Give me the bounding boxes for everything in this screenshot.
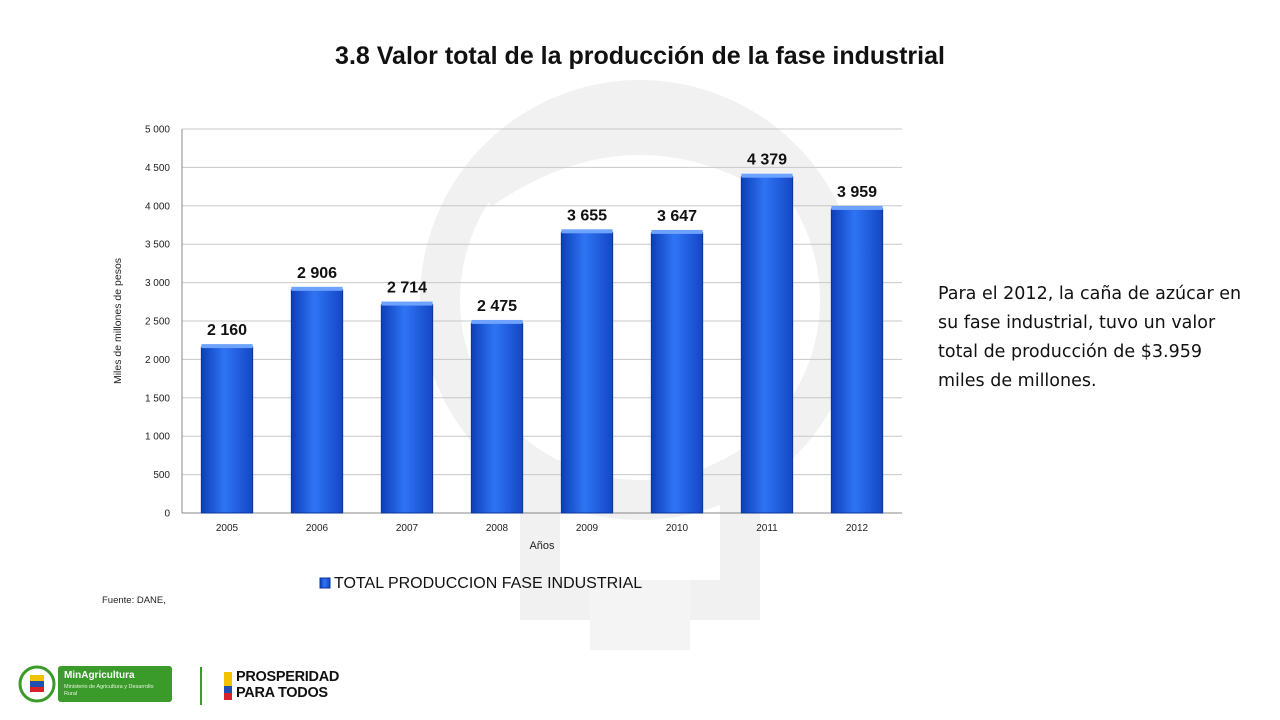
data-label: 2 714 xyxy=(387,280,427,297)
y-axis-title: Miles de millones de pesos xyxy=(112,258,124,384)
bar-top-2012 xyxy=(831,205,883,210)
y-tick-label: 1 500 xyxy=(145,393,170,404)
bar-top-2007 xyxy=(381,301,433,306)
y-tick-label: 3 500 xyxy=(145,240,170,251)
y-tick-label: 3 000 xyxy=(145,278,170,289)
x-tick-label: 2008 xyxy=(486,523,509,534)
x-tick-label: 2006 xyxy=(306,523,329,534)
data-label: 3 959 xyxy=(837,184,877,201)
legend-swatch xyxy=(319,577,331,589)
colombia-coat-of-arms-icon xyxy=(18,665,56,703)
x-tick-label: 2007 xyxy=(396,523,419,534)
bar-2009 xyxy=(560,231,614,514)
y-tick-label: 1 000 xyxy=(145,432,170,443)
y-tick-label: 4 500 xyxy=(145,163,170,174)
bar-top-2011 xyxy=(741,173,793,178)
y-tick-label: 0 xyxy=(164,509,170,520)
x-tick-label: 2005 xyxy=(216,523,239,534)
y-tick-label: 2 500 xyxy=(145,317,170,328)
bar-2012 xyxy=(830,208,884,514)
footer-divider xyxy=(200,667,202,705)
x-axis-title: Años xyxy=(529,540,555,552)
data-label: 3 655 xyxy=(567,207,607,224)
bar-top-2006 xyxy=(291,286,343,291)
data-label: 2 906 xyxy=(297,265,337,282)
y-tick-label: 500 xyxy=(153,470,170,481)
bar-2006 xyxy=(290,289,344,514)
bar-2007 xyxy=(380,304,434,514)
y-tick-label: 2 000 xyxy=(145,355,170,366)
bar-top-2010 xyxy=(651,229,703,234)
ministry-logo: MinAgricultura Ministerio de Agricultura… xyxy=(58,666,172,702)
data-label: 2 160 xyxy=(207,322,247,339)
bar-top-2005 xyxy=(201,344,253,349)
summary-text: Para el 2012, la caña de azúcar en su fa… xyxy=(938,284,1242,391)
footer-logos: MinAgricultura Ministerio de Agricultura… xyxy=(0,655,400,715)
slogan-line-2: PARA TODOS xyxy=(236,685,328,701)
x-tick-label: 2009 xyxy=(576,523,599,534)
ministry-name: MinAgricultura xyxy=(64,670,135,681)
x-tick-label: 2011 xyxy=(756,523,778,534)
bar-2008 xyxy=(470,322,524,514)
bar-2005 xyxy=(200,346,254,514)
page-title: 3.8 Valor total de la producción de la f… xyxy=(335,42,945,70)
slogan-line-1: PROSPERIDAD xyxy=(236,669,340,685)
source-note: Fuente: DANE, xyxy=(102,595,166,606)
y-tick-label: 5 000 xyxy=(145,125,170,136)
ministry-subtitle: Ministerio de Agricultura y Desarrollo R… xyxy=(64,684,154,697)
colombia-flag-icon xyxy=(224,672,232,700)
data-label: 2 475 xyxy=(477,298,517,315)
data-label: 3 647 xyxy=(657,208,697,225)
y-tick-label: 4 000 xyxy=(145,201,170,212)
bar-top-2009 xyxy=(561,229,613,234)
bar-2010 xyxy=(650,232,704,514)
bar-top-2008 xyxy=(471,319,523,324)
data-label: 4 379 xyxy=(747,152,787,169)
legend-label: TOTAL PRODUCCION FASE INDUSTRIAL xyxy=(334,575,642,592)
x-tick-label: 2012 xyxy=(846,523,869,534)
bar-2011 xyxy=(740,176,794,514)
x-tick-label: 2010 xyxy=(666,523,689,534)
